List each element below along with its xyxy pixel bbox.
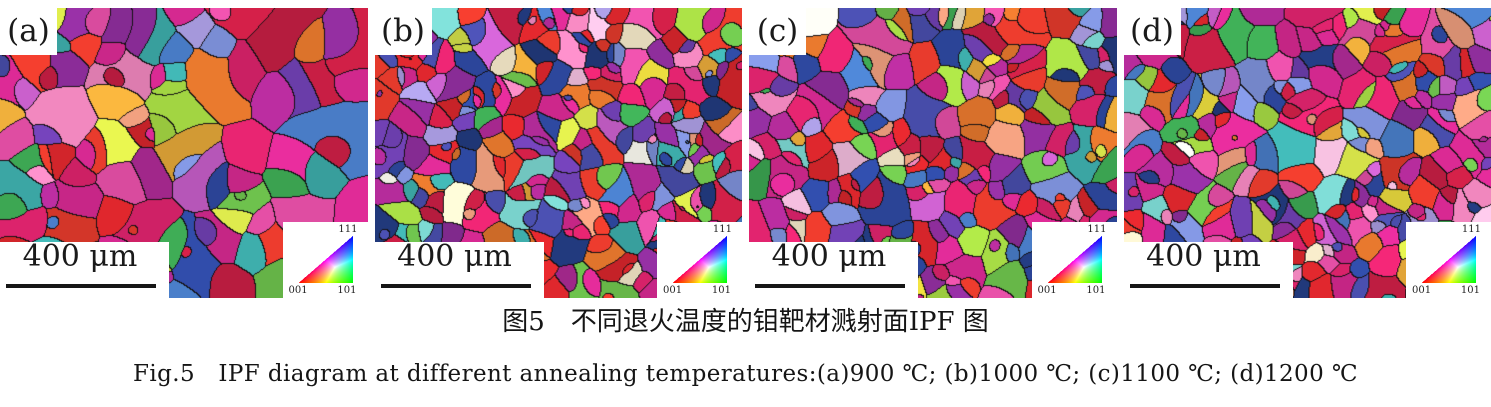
legend-label-101: 101 xyxy=(1086,285,1106,296)
legend-label-101: 101 xyxy=(337,285,357,296)
ipf-map-panel-d: (d) 400 μm 111 001 101 xyxy=(1123,0,1491,298)
scale-bar-c: 400 μm xyxy=(749,239,918,298)
ipf-map-panel-a: (a) 400 μm 111 001 101 xyxy=(0,0,368,298)
scale-bar-a: 400 μm xyxy=(0,239,169,298)
scale-bar-line xyxy=(1129,284,1280,288)
scale-bar-b: 400 μm xyxy=(374,239,544,298)
panel-label-d: (d) xyxy=(1123,8,1181,55)
scale-bar-d: 400 μm xyxy=(1123,239,1293,298)
ipf-triangle-icon xyxy=(1422,236,1476,283)
ipf-color-key-a: 111 001 101 xyxy=(282,222,368,298)
caption-chinese: 图5 不同退火温度的钼靶材溅射面IPF 图 xyxy=(502,307,989,337)
ipf-color-key-d: 111 001 101 xyxy=(1406,222,1491,298)
panels-row: (a) 400 μm 111 001 101 (b) 400 μm 111 xyxy=(0,0,1491,298)
ipf-triangle-icon xyxy=(298,236,353,283)
scale-bar-line xyxy=(380,284,531,288)
panel-label-c: (c) xyxy=(749,8,806,55)
scale-bar-label: 400 μm xyxy=(1146,239,1261,274)
scale-bar-label: 400 μm xyxy=(22,239,138,274)
ipf-map-panel-b: (b) 400 μm 111 001 101 xyxy=(374,0,742,298)
legend-label-111: 111 xyxy=(1087,224,1107,235)
scale-bar-label: 400 μm xyxy=(771,239,887,274)
legend-label-001: 001 xyxy=(1412,285,1432,296)
ipf-triangle-icon xyxy=(673,236,727,283)
panel-label-a: (a) xyxy=(0,8,57,55)
scale-bar-label: 400 μm xyxy=(397,239,512,274)
ipf-map-panel-c: (c) 400 μm 111 001 101 xyxy=(749,0,1117,298)
ipf-color-key-b: 111 001 101 xyxy=(657,222,742,298)
legend-label-001: 001 xyxy=(1037,285,1057,296)
scale-bar-line xyxy=(6,284,156,288)
legend-label-101: 101 xyxy=(711,285,731,296)
scale-bar-line xyxy=(755,284,905,288)
legend-label-001: 001 xyxy=(663,285,683,296)
legend-label-001: 001 xyxy=(288,285,308,296)
legend-label-111: 111 xyxy=(338,224,358,235)
caption-english: Fig.5 IPF diagram at different annealing… xyxy=(133,361,1358,387)
ipf-triangle-icon xyxy=(1047,236,1102,283)
legend-label-101: 101 xyxy=(1460,285,1480,296)
legend-label-111: 111 xyxy=(1461,224,1481,235)
legend-label-111: 111 xyxy=(712,224,732,235)
panel-label-b: (b) xyxy=(374,8,432,55)
ipf-color-key-c: 111 001 101 xyxy=(1031,222,1117,298)
